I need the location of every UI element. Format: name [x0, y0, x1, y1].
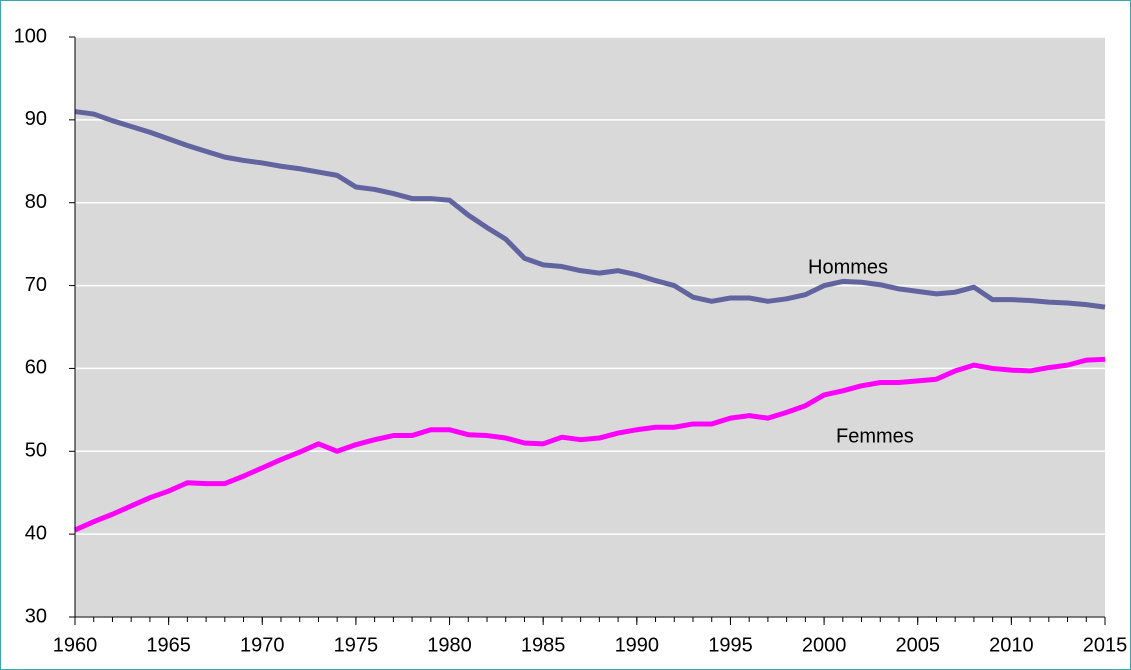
y-tick-label: 60 [25, 357, 47, 379]
lines [73, 109, 1106, 533]
x-tick-label: 1965 [146, 634, 191, 656]
x-tick-label: 1985 [521, 634, 566, 656]
x-tick-label: 2000 [802, 634, 847, 656]
x-tick-label: 1970 [240, 634, 285, 656]
plot-area [75, 37, 1105, 617]
series-annotation: Femmes [836, 425, 914, 447]
y-tick-label: 30 [25, 605, 47, 627]
y-tick-label: 80 [25, 191, 47, 213]
y-tick-label: 100 [14, 25, 47, 47]
series-annotation: Hommes [808, 256, 888, 278]
x-tick-label: 1960 [53, 634, 98, 656]
x-tick-label: 2010 [989, 634, 1034, 656]
series-line [74, 109, 1106, 310]
x-tick-label: 1995 [708, 634, 753, 656]
y-tick-label: 70 [25, 274, 47, 296]
x-tick-label: 1980 [427, 634, 472, 656]
series-line [73, 356, 1106, 533]
y-tick-label: 40 [25, 522, 47, 544]
x-tick-label: 1975 [334, 634, 379, 656]
x-tick-label: 2015 [1083, 634, 1128, 656]
x-tick-label: 1990 [615, 634, 660, 656]
x-tick-label: 2005 [895, 634, 940, 656]
ticks: 30 40 50 60 70 80 90 100 1960 1965 1970 1975 1980 198… [14, 25, 1128, 656]
y-tick-label: 90 [25, 108, 47, 130]
y-tick-label: 50 [25, 440, 47, 462]
